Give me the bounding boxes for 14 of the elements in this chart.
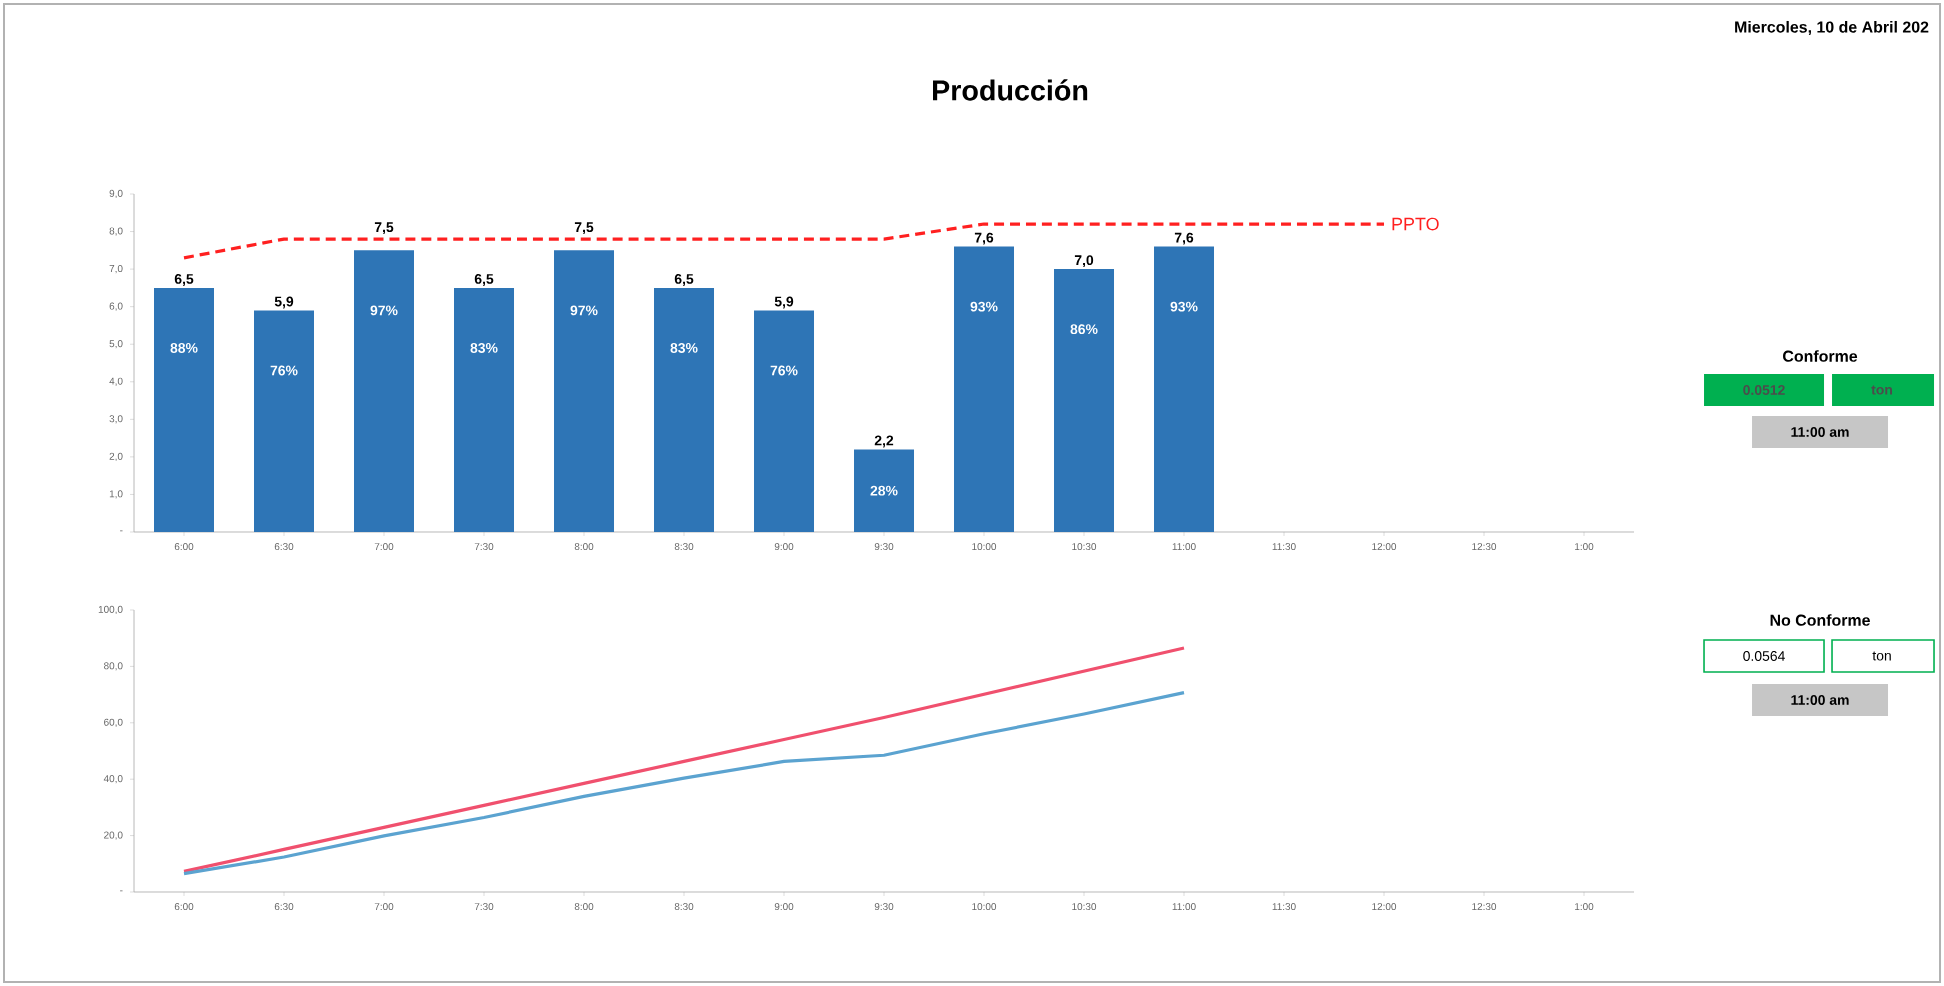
series-label: PPTO: [1392, 217, 1439, 231]
chart-title: Producción: [933, 79, 1088, 101]
bar: [854, 449, 915, 532]
bar: [254, 310, 314, 532]
bar: [454, 287, 515, 532]
line-series: [182, 691, 1186, 876]
bar: [154, 287, 214, 532]
bar: [654, 287, 715, 532]
bar: [554, 250, 615, 532]
bar: [754, 310, 815, 532]
bar: [954, 246, 1015, 532]
bar: [1054, 269, 1115, 532]
bar: [354, 250, 414, 532]
bar: [1154, 246, 1215, 532]
